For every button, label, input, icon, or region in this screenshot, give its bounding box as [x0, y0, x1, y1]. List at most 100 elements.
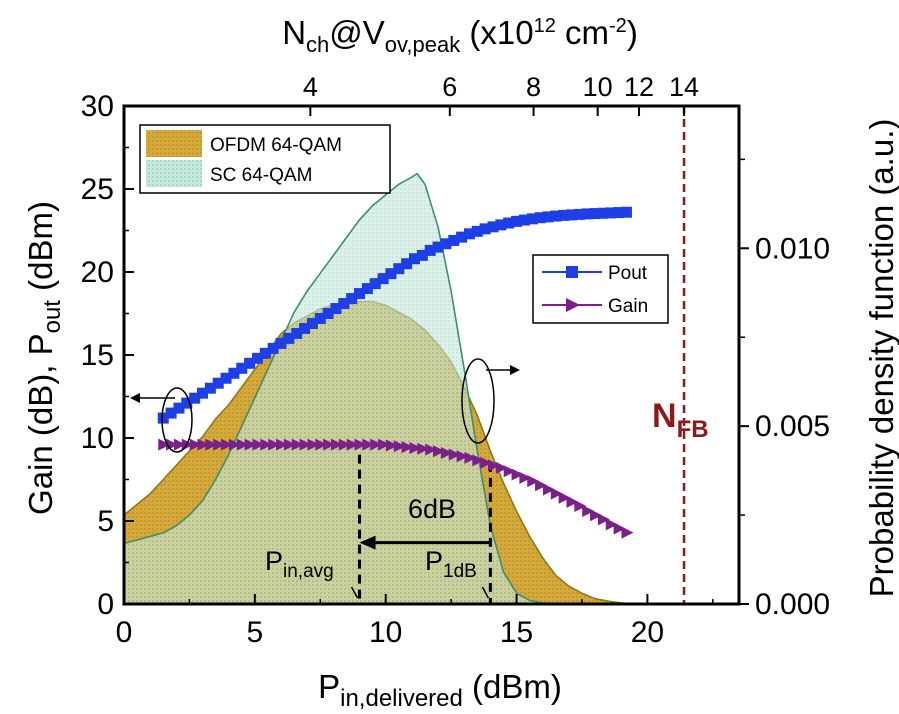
legend-marker-gain: [566, 298, 580, 312]
point-pout: [314, 312, 326, 324]
point-gain: [480, 456, 493, 469]
p1db-pointer: [481, 586, 490, 599]
point-pout: [299, 322, 311, 334]
point-gain: [189, 438, 202, 451]
point-pout: [220, 372, 232, 384]
point-gain: [597, 513, 610, 526]
annotation-ellipse-left: [130, 387, 193, 453]
point-gain: [362, 438, 375, 451]
point-gain: [527, 475, 540, 488]
point-pout: [157, 412, 169, 424]
point-gain: [330, 438, 343, 451]
ellipse-right: [461, 358, 495, 444]
point-pout: [511, 215, 523, 227]
point-pout: [393, 263, 405, 275]
x-top-tick-label: 10: [583, 72, 613, 102]
point-pout: [542, 211, 554, 223]
x-tick-label: 15: [500, 616, 533, 649]
point-pout: [440, 238, 452, 250]
point-gain: [197, 438, 210, 451]
point-pout: [346, 293, 358, 305]
point-pout: [566, 209, 578, 221]
point-pout: [620, 206, 632, 218]
point-pout: [487, 221, 499, 233]
point-pout: [338, 298, 350, 310]
arrow-left-icon: [130, 393, 140, 403]
point-gain: [440, 446, 453, 459]
point-gain: [550, 487, 563, 500]
point-pout: [259, 347, 271, 359]
delta-6db-label: 6dB: [408, 494, 456, 524]
point-pout: [330, 303, 342, 315]
point-gain: [228, 438, 241, 451]
point-pout: [479, 223, 491, 235]
point-pout: [558, 209, 570, 221]
y-right-tick-label: 0.000: [755, 588, 830, 621]
point-pout: [377, 273, 389, 285]
pdf-areas: [123, 172, 635, 605]
point-gain: [425, 443, 438, 456]
point-gain: [260, 438, 273, 451]
point-gain: [417, 442, 430, 455]
y-left-tick-label: 0: [97, 588, 114, 621]
point-pout: [534, 212, 546, 224]
point-pout: [189, 392, 201, 404]
point-gain: [621, 526, 634, 539]
point-pout: [463, 228, 475, 240]
point-gain: [213, 438, 226, 451]
point-pout: [503, 217, 515, 229]
legend-label-pout: Pout: [608, 263, 648, 284]
point-pout: [291, 327, 303, 339]
point-gain: [236, 438, 249, 451]
point-gain: [558, 491, 571, 504]
y-left-tick-label: 30: [81, 90, 114, 123]
point-pout: [369, 278, 381, 290]
point-pout: [416, 249, 428, 261]
point-pout: [228, 367, 240, 379]
point-pout: [283, 332, 295, 344]
point-gain: [221, 438, 234, 451]
y-left-tick-label: 5: [97, 505, 114, 538]
point-pout: [401, 258, 413, 270]
point-pout: [581, 208, 593, 220]
point-pout: [236, 362, 248, 374]
x-top-tick-label: 12: [624, 72, 654, 102]
nfb-label: NFB: [652, 397, 709, 443]
point-pout: [605, 207, 617, 219]
point-gain: [354, 438, 367, 451]
y-right-tick-label: 0.010: [755, 232, 830, 265]
point-pout: [251, 352, 263, 364]
point-pout: [322, 308, 334, 319]
legend-marker-pout: [566, 266, 578, 278]
x-top-tick-label: 6: [442, 72, 457, 102]
point-pout: [181, 397, 193, 409]
point-gain: [370, 438, 383, 451]
point-pout: [589, 208, 601, 220]
point-pout: [408, 253, 420, 265]
point-gain: [456, 450, 469, 463]
point-pout: [613, 207, 625, 219]
point-gain: [535, 479, 548, 492]
point-pout: [456, 231, 468, 243]
point-pout: [573, 208, 585, 220]
point-gain: [378, 438, 391, 451]
point-pout: [518, 214, 530, 226]
point-gain: [542, 483, 555, 496]
point-gain: [268, 438, 281, 451]
y-left-tick-label: 15: [81, 339, 114, 372]
point-pout: [448, 234, 460, 246]
x-top-tick-label: 4: [303, 72, 318, 102]
point-gain: [464, 451, 477, 464]
x-tick-label: 10: [369, 616, 402, 649]
point-gain: [495, 461, 508, 474]
pdf-area-sc: [123, 172, 569, 605]
x-top-tick-label: 14: [669, 72, 699, 102]
point-pout: [361, 283, 373, 295]
point-gain: [338, 438, 351, 451]
x-tick-label: 0: [116, 616, 133, 649]
annotation-lines: [350, 106, 686, 604]
point-gain: [511, 468, 524, 481]
point-pout: [165, 407, 177, 419]
point-pout: [173, 402, 185, 414]
